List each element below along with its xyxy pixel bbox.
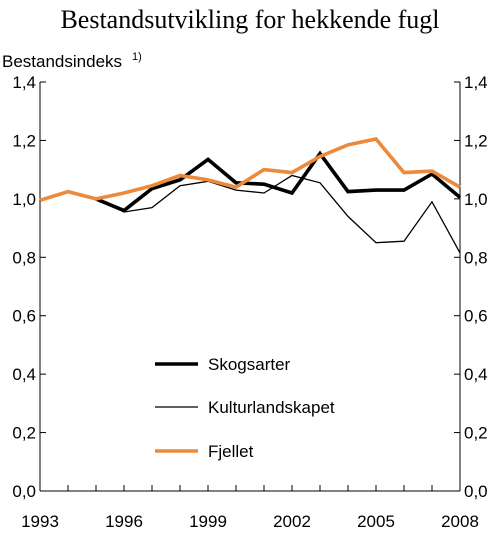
y-tick-label-right: 0,2 xyxy=(464,424,488,443)
y-tick-label-left: 0,0 xyxy=(12,482,36,501)
y-axis-label-note: 1) xyxy=(132,51,142,63)
x-tick-label: 1996 xyxy=(105,512,143,531)
axes: 0,0 0,0 0,2 0,2 0,4 0,4 0,6 0,6 0,8 0,8 1,0 1,0 1,2 1… xyxy=(12,73,487,531)
x-tick-label: 2002 xyxy=(273,512,311,531)
y-tick-label-right: 0,6 xyxy=(464,307,488,326)
y-tick-label-left: 0,4 xyxy=(12,365,36,384)
x-tick-label: 1999 xyxy=(189,512,227,531)
legend: Skogsarter Kulturlandskapet Fjellet xyxy=(155,355,335,461)
legend-label: Skogsarter xyxy=(208,355,291,374)
y-tick-label-right: 1,4 xyxy=(464,73,488,92)
y-tick-label-left: 0,8 xyxy=(12,248,36,267)
y-tick-label-right: 0,8 xyxy=(464,248,488,267)
y-tick-label-right: 0,0 xyxy=(464,482,488,501)
y-tick-label-left: 0,6 xyxy=(12,307,36,326)
legend-label: Kulturlandskapet xyxy=(208,398,335,417)
x-tick-label: 2005 xyxy=(357,512,395,531)
y-tick-label-right: 0,4 xyxy=(464,365,488,384)
series-line-kulturlandskapet xyxy=(95,174,461,254)
series-line-skogsarter xyxy=(95,150,462,213)
y-tick-label-left: 1,2 xyxy=(12,131,36,150)
x-tick-label: 2008 xyxy=(441,512,479,531)
y-tick-label-left: 0,2 xyxy=(12,424,36,443)
y-axis-label: Bestandsindeks 1) xyxy=(2,51,142,71)
legend-label: Fjellet xyxy=(208,442,254,461)
y-tick-label-left: 1,0 xyxy=(12,190,36,209)
series-lines xyxy=(39,137,462,254)
series-line-fjellet xyxy=(39,137,461,203)
y-tick-label-right: 1,0 xyxy=(464,190,488,209)
y-tick-label-right: 1,2 xyxy=(464,131,488,150)
y-tick-label-left: 1,4 xyxy=(12,73,36,92)
chart-title: Bestandsutvikling for hekkende fugl xyxy=(60,5,439,34)
x-tick-label: 1993 xyxy=(21,512,59,531)
y-axis-label-text: Bestandsindeks xyxy=(2,52,122,71)
